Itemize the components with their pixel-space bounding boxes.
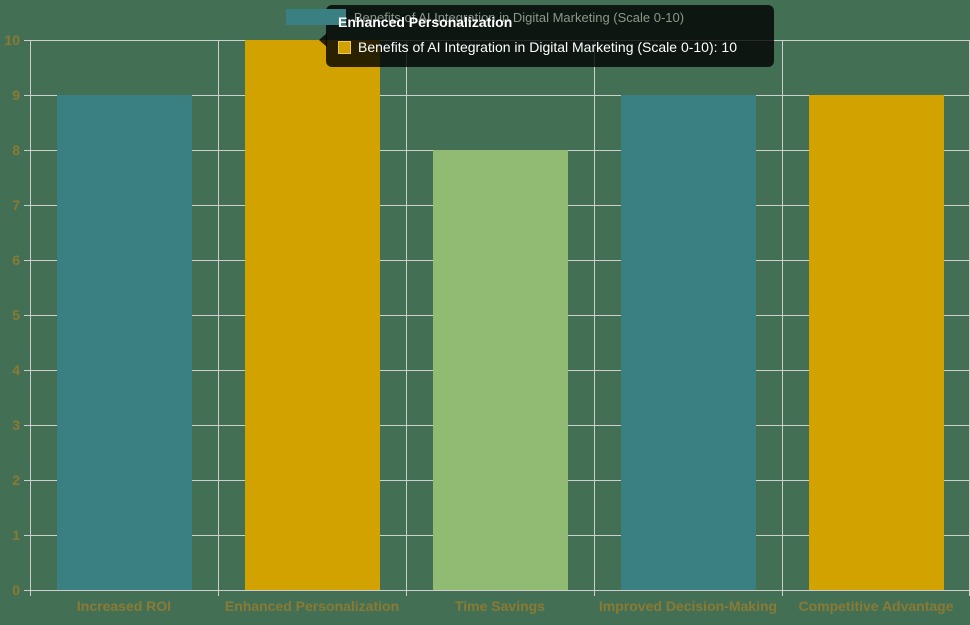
- bar-increased-roi[interactable]: [56, 95, 192, 590]
- legend-swatch: [285, 9, 346, 25]
- tooltip-color-swatch: [338, 41, 351, 54]
- tooltip-title: Enhanced Personalization: [338, 14, 513, 30]
- y-tick-label: 1: [12, 527, 20, 543]
- bar-improved-decision-making[interactable]: [620, 95, 756, 590]
- y-tick-label: 3: [12, 417, 20, 433]
- y-axis: 0 1 2 3 4 5 6 7 8 9 10: [0, 32, 24, 598]
- legend-item[interactable]: Benefits of AI Integration in Digital Ma…: [0, 9, 970, 25]
- y-tick-label: 10: [4, 32, 20, 48]
- bar-competitive-advantage[interactable]: [808, 95, 944, 590]
- tooltip: [319, 5, 774, 67]
- x-tick-label: Time Savings: [454, 598, 545, 614]
- y-tick-label: 0: [12, 582, 20, 598]
- x-tick-label: Competitive Advantage: [798, 598, 954, 614]
- x-axis: Increased ROI Enhanced Personalization Tim…: [30, 596, 970, 618]
- x-tick-label: Improved Decision-Making: [598, 598, 778, 614]
- bar-enhanced-personalization[interactable]: [244, 40, 380, 590]
- y-tick-label: 9: [12, 87, 20, 103]
- gridline-vertical: [782, 40, 783, 596]
- tooltip-caret-icon: [319, 33, 327, 47]
- tooltip-content: Enhanced Personalization Benefits of AI …: [326, 5, 774, 65]
- gridline-vertical: [406, 40, 407, 596]
- y-tick-label: 6: [12, 252, 20, 268]
- x-tick-label: Increased ROI: [76, 598, 172, 614]
- gridline-vertical: [218, 40, 219, 596]
- y-tick-label: 8: [12, 142, 20, 158]
- y-tick-label: 2: [12, 472, 20, 488]
- gridline-horizontal: [24, 95, 970, 96]
- x-tick-label: Enhanced Personalization: [224, 598, 400, 614]
- bar-time-savings[interactable]: [432, 150, 568, 590]
- gridline-horizontal: [24, 590, 970, 591]
- gridline-vertical: [594, 40, 595, 596]
- legend-label: Benefits of AI Integration in Digital Ma…: [353, 9, 685, 25]
- gridline-vertical: [30, 40, 31, 596]
- tooltip-body-text: Benefits of AI Integration in Digital Ma…: [358, 39, 737, 55]
- y-tick-label: 7: [12, 197, 20, 213]
- y-tick-label: 5: [12, 307, 20, 323]
- y-tick-label: 4: [12, 362, 20, 378]
- tooltip-body: Benefits of AI Integration in Digital Ma…: [338, 39, 762, 56]
- plot-area: [24, 40, 970, 596]
